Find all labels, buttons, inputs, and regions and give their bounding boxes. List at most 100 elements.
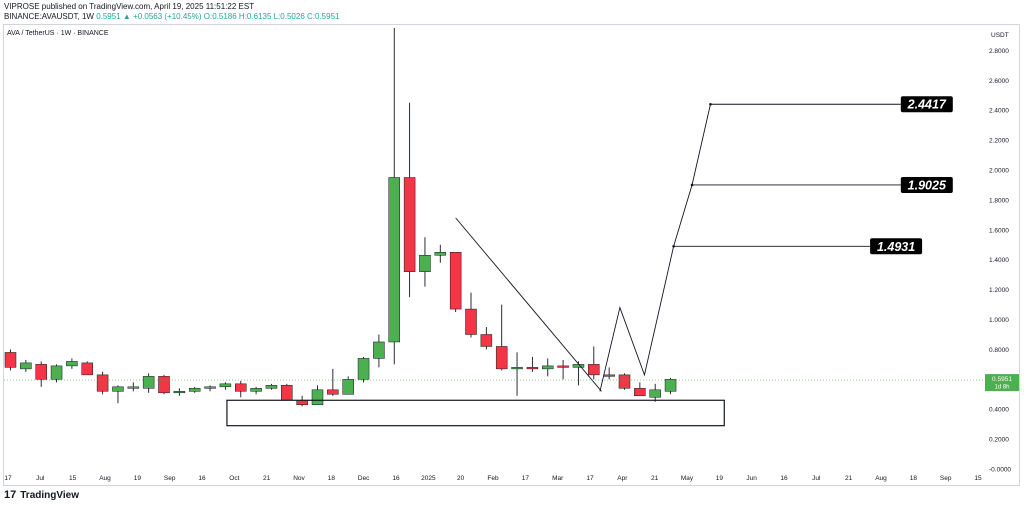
ohlc-legend: BINANCE:AVAUSDT, 1W 0.5951 ▲ +0.0563 (+1… — [4, 12, 339, 21]
candle-body — [603, 374, 615, 377]
candle-body — [173, 391, 186, 394]
candle — [388, 28, 400, 365]
chart-title: AVA / TetherUS · 1W · BINANCE — [7, 30, 109, 37]
target-level: 1.9025 — [690, 176, 953, 193]
candle — [158, 374, 170, 395]
y-tick-label: 1.6000 — [989, 227, 1009, 234]
candle — [373, 334, 385, 368]
candle — [618, 373, 631, 390]
legend-change: ▲ +0.0563 (+10.45%) — [122, 12, 202, 21]
candle — [311, 385, 324, 406]
candle-body — [357, 358, 370, 380]
x-tick-label: 17 — [586, 475, 594, 482]
candle-body — [465, 308, 477, 335]
x-tick-label: 21 — [263, 475, 271, 482]
candle-body — [188, 388, 201, 392]
candle-body — [250, 388, 262, 392]
candle — [449, 252, 462, 313]
candle-body — [572, 364, 585, 368]
current-price-value: 0.5951 — [992, 376, 1012, 383]
candle — [434, 244, 447, 263]
candle — [4, 349, 17, 371]
legend-price: 0.5951 — [96, 12, 121, 21]
legend-low: L:0.5026 — [273, 12, 305, 21]
target-level: 2.4417 — [709, 96, 953, 113]
x-tick-label: 16 — [780, 475, 788, 482]
x-tick-label: Sep — [940, 475, 952, 482]
y-tick-label: 1.8000 — [989, 197, 1009, 204]
x-tick-label: 17 — [4, 475, 12, 482]
candle-body — [434, 252, 447, 256]
x-tick-label: 21 — [651, 475, 659, 482]
y-tick-label: -0.0000 — [989, 467, 1011, 474]
candle — [66, 358, 78, 369]
x-tick-label: 15 — [974, 475, 982, 482]
x-tick-label: Mar — [552, 475, 564, 482]
candle — [81, 361, 93, 376]
target-label-box — [900, 96, 953, 113]
x-tick-label: 21 — [845, 475, 853, 482]
y-tick-label: 0.2000 — [989, 437, 1009, 444]
currency-label: USDT — [991, 32, 1009, 39]
candle-body — [649, 389, 661, 398]
x-tick-label: 17 — [522, 475, 530, 482]
target-label: 1.9025 — [908, 178, 947, 192]
candle-body — [388, 177, 400, 343]
target-label: 2.4417 — [907, 98, 947, 112]
x-tick-label: 19 — [716, 475, 724, 482]
candle — [664, 377, 677, 395]
current-price-tag: 0.5951 1d 8h — [4, 374, 1019, 392]
x-tick-label: Jul — [36, 475, 45, 482]
x-tick-label: Dec — [358, 475, 370, 482]
candle-body — [588, 364, 600, 376]
candle — [542, 358, 554, 377]
target-label: 1.4931 — [877, 240, 915, 254]
candle — [281, 383, 293, 401]
candle — [465, 292, 477, 338]
downtrend-line — [455, 217, 602, 392]
candle — [649, 383, 661, 402]
candle-body — [112, 386, 124, 392]
x-tick-label: 15 — [69, 475, 77, 482]
candle — [357, 356, 370, 383]
candle — [219, 382, 232, 390]
x-tick-label: 16 — [198, 475, 206, 482]
candle-body — [4, 352, 17, 368]
candle-body — [495, 346, 508, 370]
candle-body — [526, 367, 539, 370]
x-tick-label: Feb — [487, 475, 499, 482]
y-tick-label: 1.4000 — [989, 257, 1009, 264]
x-tick-label: 18 — [328, 475, 336, 482]
candle — [265, 383, 278, 390]
target-point — [672, 244, 675, 248]
candle — [403, 102, 416, 298]
y-tick-label: 2.2000 — [989, 138, 1009, 145]
tradingview-logo: 17 TradingView — [4, 489, 79, 501]
candle-body — [311, 389, 324, 406]
candle-body — [219, 383, 232, 388]
candle — [557, 359, 569, 380]
candle-body — [235, 383, 247, 392]
candle-body — [281, 385, 293, 401]
x-tick-label: Aug — [99, 475, 111, 482]
y-axis: 2.8000 2.6000 2.4000 2.2000 2.0000 1.8000 1.60… — [989, 48, 1011, 474]
candle-body — [327, 389, 339, 395]
bar-countdown: 1d 8h — [994, 385, 1009, 391]
candle-body — [81, 362, 93, 376]
candle-body — [50, 365, 63, 380]
candle — [112, 385, 124, 404]
x-tick-label: 16 — [392, 475, 400, 482]
candle-body — [557, 365, 569, 368]
candle-body — [66, 361, 78, 367]
candle — [495, 304, 508, 371]
candle — [188, 386, 201, 393]
x-tick-label: Aug — [875, 475, 887, 482]
candle — [20, 359, 32, 372]
candles — [4, 28, 677, 407]
candle — [480, 327, 493, 350]
drawings: 2.4417 1.9025 1.4931 — [226, 96, 953, 427]
candle — [35, 361, 47, 387]
target-label-box — [870, 238, 923, 255]
target-label-box — [900, 176, 953, 193]
